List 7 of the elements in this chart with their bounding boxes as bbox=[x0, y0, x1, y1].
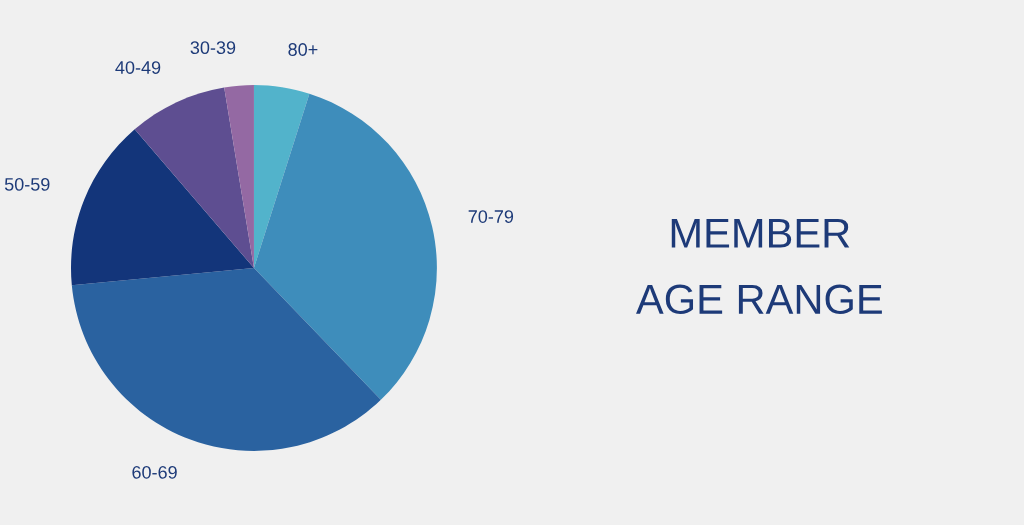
slice-label: 70-79 bbox=[468, 210, 514, 223]
slice-label: 80+ bbox=[288, 43, 318, 56]
slice-label: 40-49 bbox=[115, 61, 161, 74]
slice-label: 30-39 bbox=[190, 41, 236, 55]
slice-label: 60-69 bbox=[132, 465, 177, 479]
text: MEMBER AGE RANGE bbox=[636, 218, 882, 315]
slice-label: 50-59 bbox=[4, 177, 50, 191]
